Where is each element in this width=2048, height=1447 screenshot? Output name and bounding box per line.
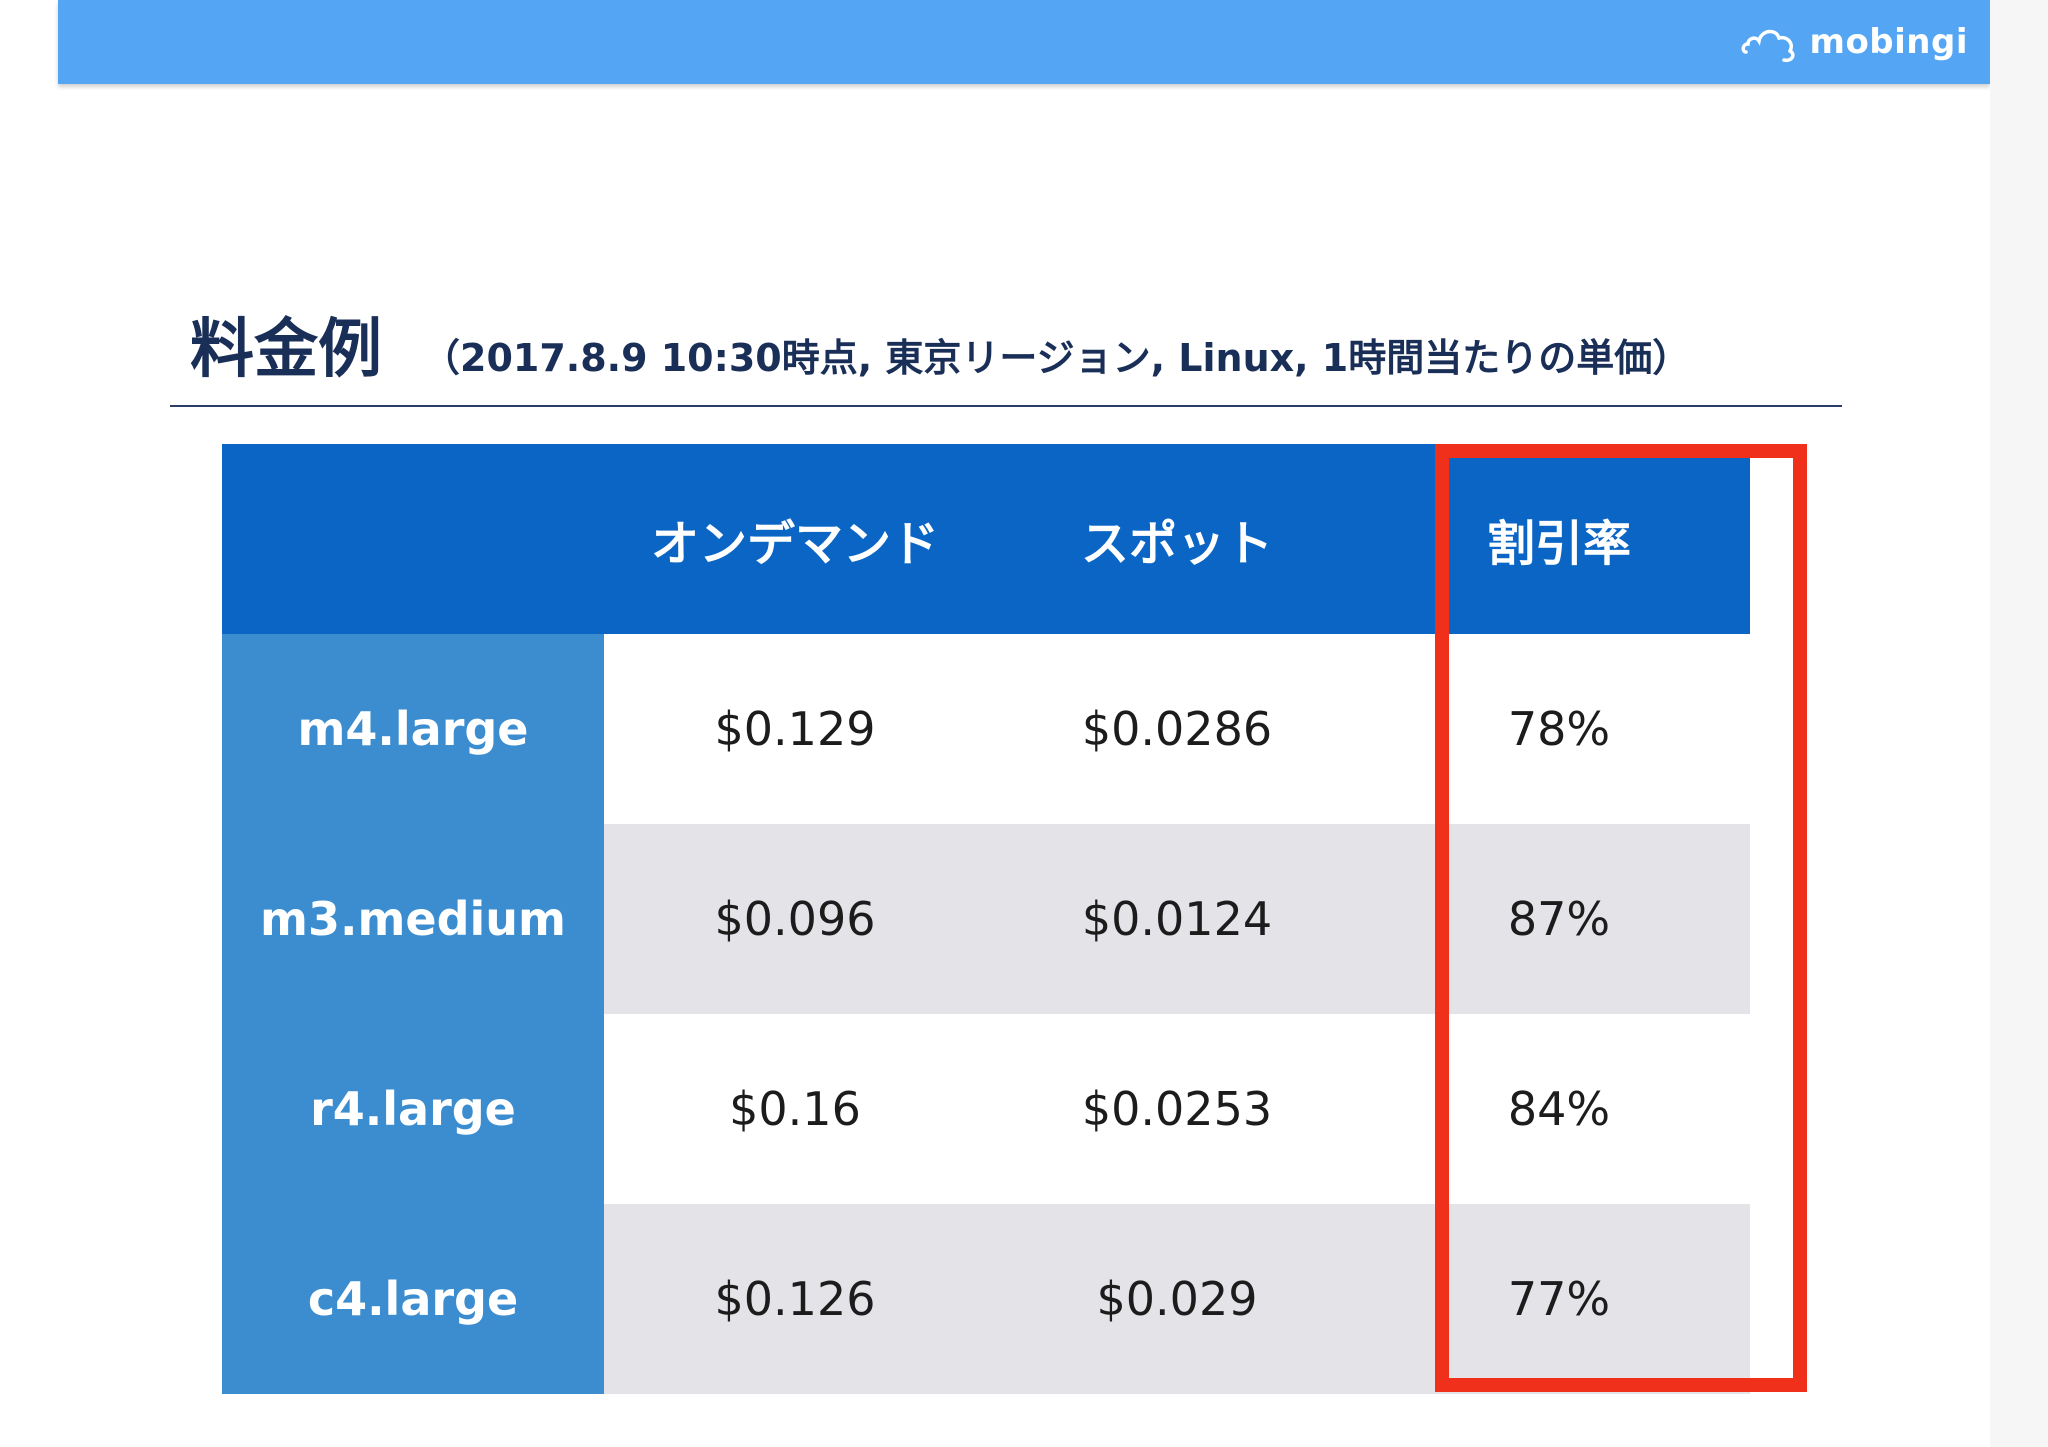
table-row: m4.large $0.129 $0.0286 78% [222,634,1750,824]
discount-rate-cell: 84% [1368,1014,1750,1204]
table-row: r4.large $0.16 $0.0253 84% [222,1014,1750,1204]
right-gutter [1990,0,2048,1447]
title-divider [170,405,1842,407]
on-demand-price-cell: $0.129 [604,634,986,824]
header-cell-discount: 割引率 [1486,516,1631,572]
page-title: 料金例 [190,313,382,387]
table-header-row: オンデマンド スポット 割引率 [222,444,1750,634]
spot-price-cell: $0.029 [986,1204,1368,1394]
instance-type-cell: m4.large [222,634,604,824]
cloud-icon [1741,29,1795,63]
spot-price-cell: $0.0286 [986,634,1368,824]
header-bar: mobingi [58,0,1990,84]
header-cell-on-demand: オンデマンド [650,516,939,572]
brand-name: mobingi [1809,22,1968,62]
table-row: c4.large $0.126 $0.029 77% [222,1204,1750,1394]
slide: mobingi 料金例 （2017.8.9 10:30時点, 東京リージョン, … [58,0,1990,1447]
pricing-table: オンデマンド スポット 割引率 m4.large $0.129 $0.0286 … [222,444,1750,1394]
instance-type-cell: c4.large [222,1204,604,1394]
header-cell-spot: スポット [1080,516,1273,572]
discount-rate-cell: 87% [1368,824,1750,1014]
brand-logo: mobingi [1740,18,1968,66]
page-subtitle: （2017.8.9 10:30時点, 東京リージョン, Linux, 1時間当た… [422,336,1691,380]
on-demand-price-cell: $0.16 [604,1014,986,1204]
instance-type-cell: m3.medium [222,824,604,1014]
spot-price-cell: $0.0253 [986,1014,1368,1204]
discount-rate-cell: 77% [1368,1204,1750,1394]
title-row: 料金例 （2017.8.9 10:30時点, 東京リージョン, Linux, 1… [190,298,1690,387]
header-cell-blank [222,444,604,634]
discount-rate-cell: 78% [1368,634,1750,824]
on-demand-price-cell: $0.126 [604,1204,986,1394]
table-row: m3.medium $0.096 $0.0124 87% [222,824,1750,1014]
instance-type-cell: r4.large [222,1014,604,1204]
spot-price-cell: $0.0124 [986,824,1368,1014]
on-demand-price-cell: $0.096 [604,824,986,1014]
